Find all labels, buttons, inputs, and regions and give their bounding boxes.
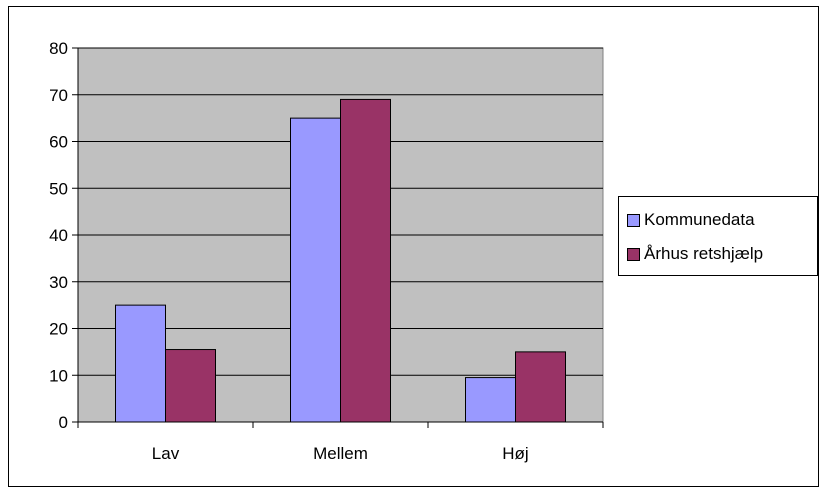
y-tick-label: 60 [49, 133, 68, 152]
bar-århus-retshjælp-lav [165, 349, 216, 423]
y-tick-label: 10 [49, 366, 68, 385]
legend: Kommunedata Århus retshjælp [618, 196, 818, 276]
bar-kommunedata-høj [465, 377, 516, 423]
y-tick-label: 50 [49, 179, 68, 198]
legend-item: Århus retshjælp [627, 242, 763, 266]
bars [115, 98, 566, 423]
y-tick-label: 70 [49, 86, 68, 105]
x-tick-label: Mellem [313, 444, 368, 463]
x-tick-labels: Lav Mellem Høj [152, 444, 529, 463]
legend-swatch [627, 247, 640, 261]
legend-item: Kommunedata [627, 208, 755, 232]
bar-kommunedata-mellem [290, 117, 341, 423]
bar-kommunedata-lav [115, 304, 166, 423]
legend-label: Kommunedata [644, 210, 755, 229]
bar-århus-retshjælp-høj [515, 351, 566, 423]
x-tick-label: Høj [502, 444, 528, 463]
legend-swatch [627, 213, 640, 227]
x-tick-label: Lav [152, 444, 180, 463]
y-tick-label: 30 [49, 273, 68, 292]
y-tick-label: 0 [59, 413, 68, 432]
y-tick-label: 80 [49, 39, 68, 58]
axes [72, 47, 604, 428]
legend-label: Århus retshjælp [644, 244, 764, 263]
y-tick-label: 20 [49, 320, 68, 339]
y-tick-label: 40 [49, 226, 68, 245]
bar-århus-retshjælp-mellem [340, 98, 391, 423]
y-tick-labels: 0 10 20 30 40 50 60 70 80 [49, 39, 68, 432]
